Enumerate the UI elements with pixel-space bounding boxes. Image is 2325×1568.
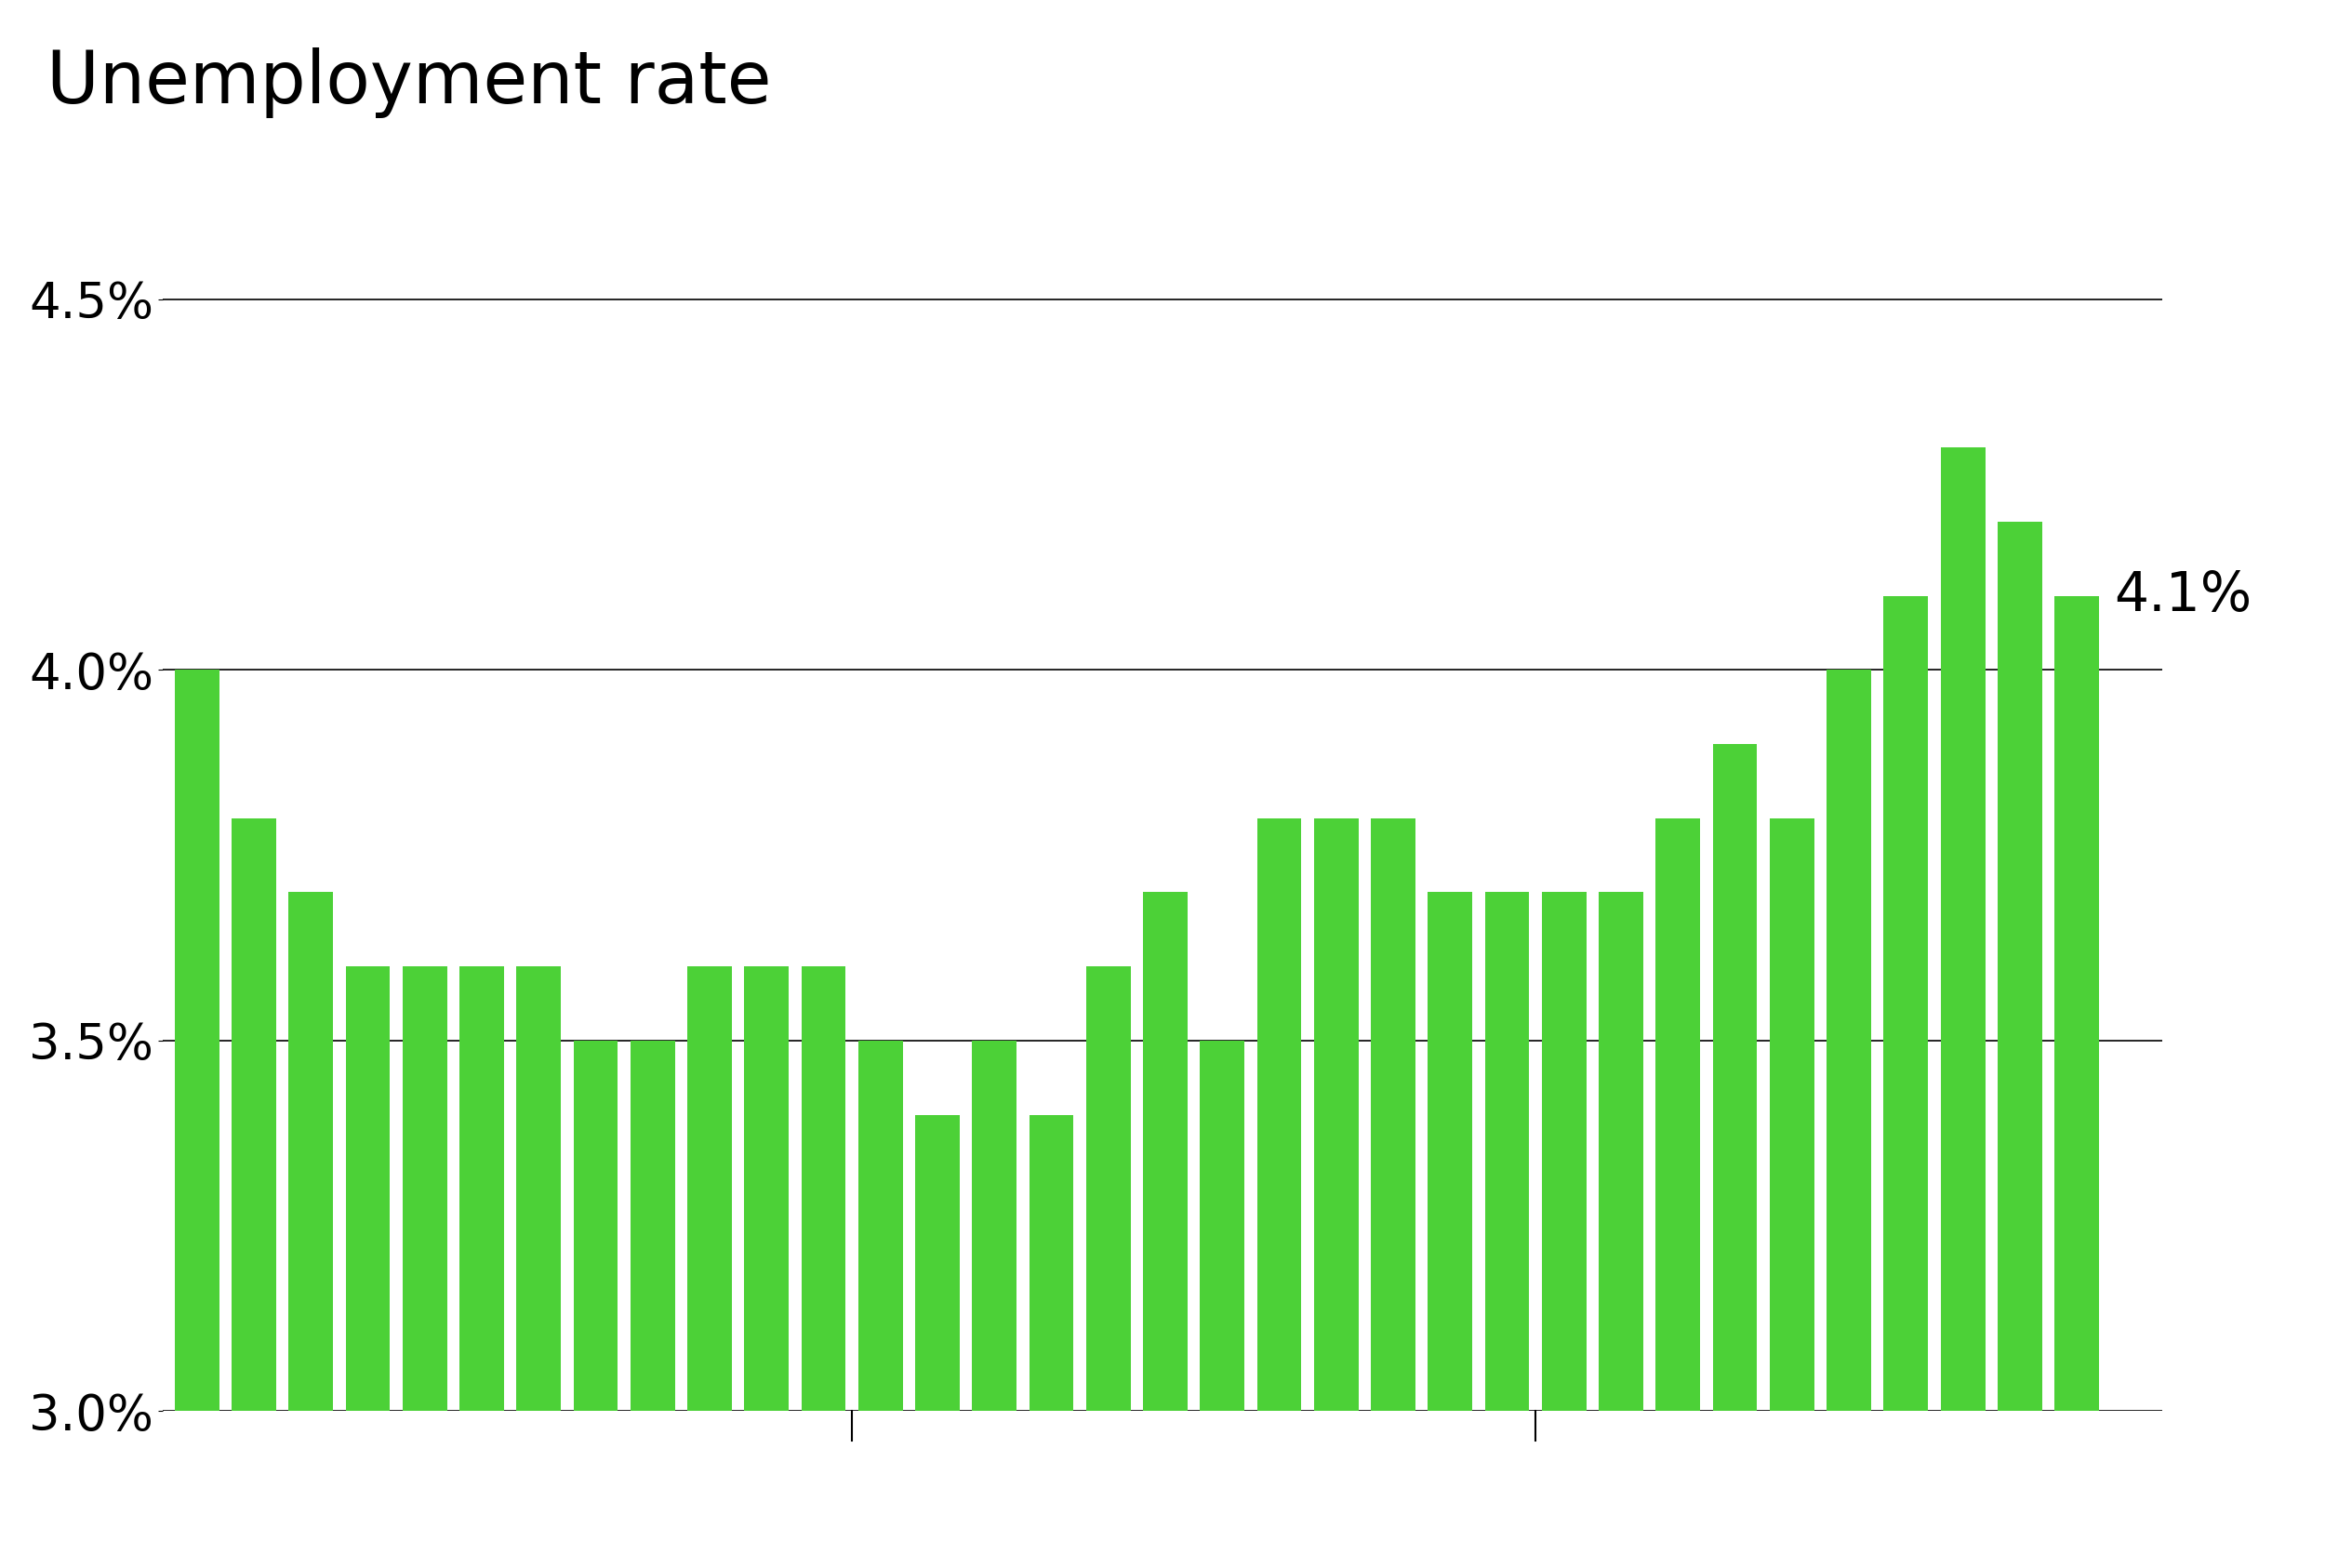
Bar [574,1041,618,1411]
Text: Unemployment rate: Unemployment rate [46,47,772,118]
Bar [460,966,505,1411]
Bar [1258,818,1302,1411]
Bar [688,966,732,1411]
Bar [1200,1041,1244,1411]
Bar [174,670,219,1411]
Text: 4.1%: 4.1% [2113,569,2251,622]
Bar [1655,818,1700,1411]
Bar [1769,818,1814,1411]
Bar [232,818,277,1411]
Bar [1428,892,1472,1411]
Bar [1314,818,1358,1411]
Bar [972,1041,1016,1411]
Bar [2055,596,2099,1411]
Bar [1714,745,1758,1411]
Bar [1086,966,1130,1411]
Bar [916,1115,960,1411]
Bar [1827,670,1872,1411]
Bar [516,966,560,1411]
Bar [346,966,391,1411]
Bar [1372,818,1416,1411]
Bar [1883,596,1927,1411]
Bar [402,966,446,1411]
Bar [744,966,788,1411]
Bar [802,966,846,1411]
Bar [1486,892,1530,1411]
Bar [1144,892,1188,1411]
Bar [1030,1115,1074,1411]
Bar [1997,522,2041,1411]
Bar [1941,447,1986,1411]
Bar [1600,892,1644,1411]
Bar [288,892,332,1411]
Bar [858,1041,902,1411]
Bar [1541,892,1586,1411]
Bar [630,1041,674,1411]
